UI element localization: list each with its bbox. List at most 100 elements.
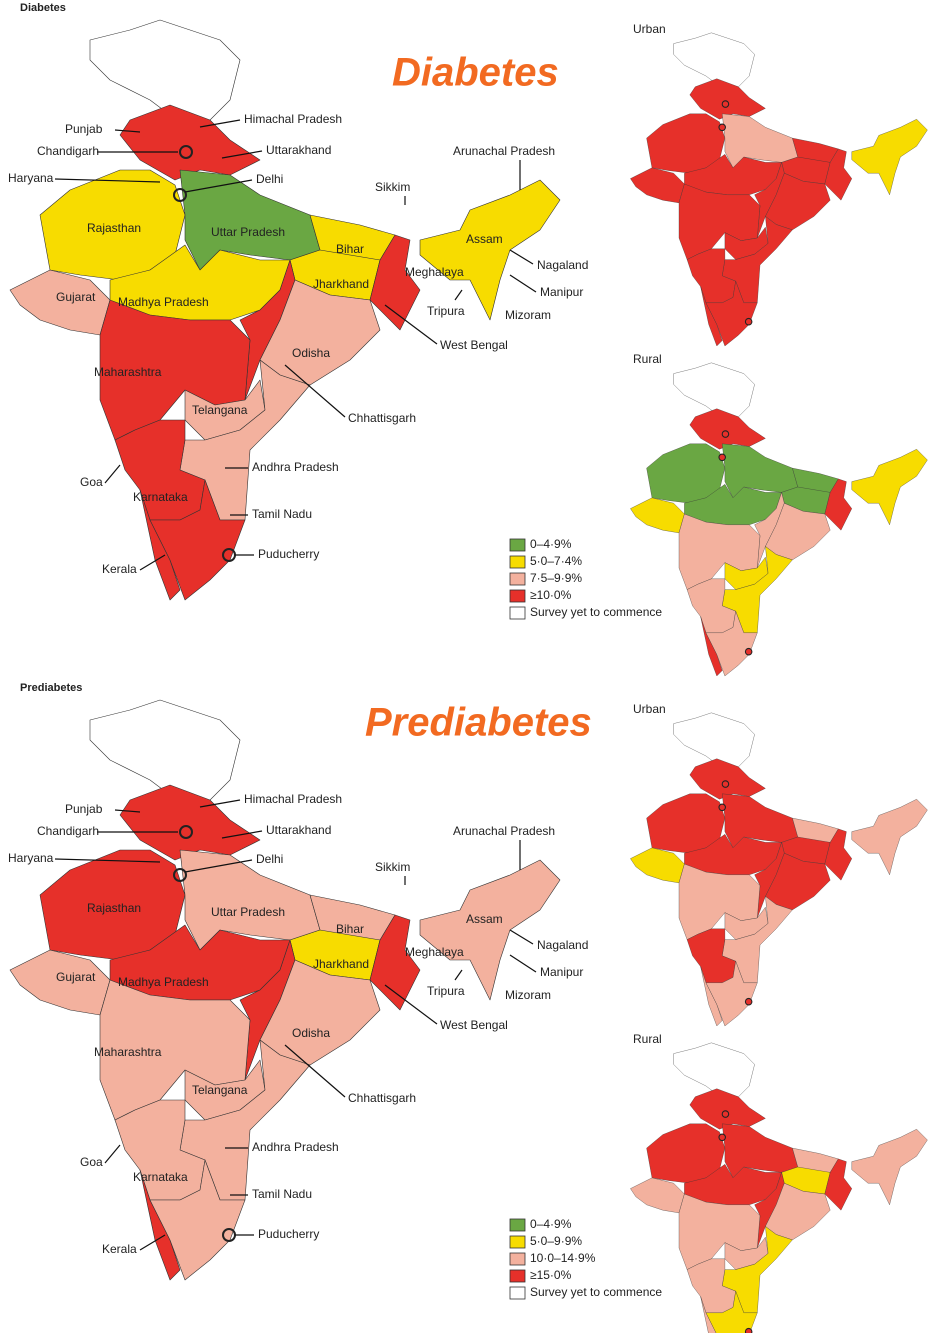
state-region xyxy=(673,712,755,767)
city-marker xyxy=(718,1133,726,1142)
state-label: Manipur xyxy=(540,965,583,979)
state-label: Nagaland xyxy=(537,938,588,952)
state-label: Manipur xyxy=(540,285,583,299)
state-region xyxy=(419,179,561,321)
leader-line xyxy=(509,929,534,945)
state-label: Karnataka xyxy=(133,1170,188,1184)
legend-label: 7·5–9·9% xyxy=(530,571,582,585)
legend-label: 0–4·9% xyxy=(530,1217,572,1231)
legend-swatch xyxy=(509,1269,526,1283)
state-region xyxy=(673,362,755,417)
state-region xyxy=(419,859,561,1001)
state-label: Uttar Pradesh xyxy=(211,225,285,239)
panel: Prediabetes Prediabetes Himachal Pradesh Pu… xyxy=(8,682,928,1333)
state-label: West Bengal xyxy=(440,1018,508,1032)
state-label: Punjab xyxy=(65,122,103,136)
city-marker xyxy=(173,188,187,202)
inset-map xyxy=(630,362,928,677)
state-label: Tripura xyxy=(427,984,465,998)
state-label: Madhya Pradesh xyxy=(118,295,209,309)
state-label: West Bengal xyxy=(440,338,508,352)
state-label: Jharkhand xyxy=(313,277,369,291)
main-map xyxy=(9,19,561,601)
state-region xyxy=(765,503,831,561)
state-region xyxy=(369,914,421,1011)
inset-label: Rural xyxy=(633,1032,662,1046)
state-region xyxy=(705,1291,758,1333)
state-label: Andhra Pradesh xyxy=(252,1140,339,1154)
panel: Diabetes Diabetes Himachal Pradesh Punjab Ch… xyxy=(8,2,928,677)
state-label: Kerala xyxy=(102,562,137,576)
legend-swatch xyxy=(509,1286,526,1300)
state-region xyxy=(673,1042,755,1097)
state-label: Karnataka xyxy=(133,490,188,504)
state-label: Mizoram xyxy=(505,988,551,1002)
legend-swatch xyxy=(509,606,526,620)
legend-swatch xyxy=(509,589,526,603)
state-label: Puducherry xyxy=(258,1227,319,1241)
state-label: Uttarakhand xyxy=(266,823,331,837)
panel-title: Prediabetes xyxy=(365,701,592,745)
state-label: Madhya Pradesh xyxy=(118,975,209,989)
state-region xyxy=(149,479,246,601)
state-label: Assam xyxy=(466,232,503,246)
leader-line xyxy=(199,799,241,808)
inset-label: Urban xyxy=(633,22,666,36)
state-label: Haryana xyxy=(8,171,54,185)
inset-map xyxy=(630,712,928,1027)
state-label: Uttar Pradesh xyxy=(211,905,285,919)
city-marker xyxy=(744,997,753,1006)
leader-line xyxy=(104,1144,121,1164)
state-region xyxy=(673,32,755,87)
state-region xyxy=(119,104,261,181)
state-region xyxy=(89,19,241,121)
state-label: Delhi xyxy=(256,172,283,186)
state-label: Goa xyxy=(80,1155,103,1169)
state-label: Haryana xyxy=(8,851,54,865)
leader-line xyxy=(454,969,463,981)
state-region xyxy=(824,148,852,201)
state-label: Bihar xyxy=(336,242,364,256)
state-label: Gujarat xyxy=(56,970,96,984)
state-label: Odisha xyxy=(292,1026,330,1040)
state-region xyxy=(646,113,726,174)
state-label: Goa xyxy=(80,475,103,489)
leader-line xyxy=(54,858,161,863)
state-label: Telangana xyxy=(192,1083,248,1097)
leader-line xyxy=(384,984,438,1025)
city-marker xyxy=(173,868,187,882)
state-region xyxy=(705,961,758,1027)
city-marker xyxy=(718,123,726,132)
state-region xyxy=(259,279,381,386)
legend-swatch xyxy=(509,1218,526,1232)
city-marker xyxy=(721,100,730,108)
panel-header: Diabetes xyxy=(20,2,66,14)
state-label: Chhattisgarh xyxy=(348,1091,416,1105)
state-region xyxy=(646,793,726,854)
leader-line xyxy=(221,830,263,839)
state-region xyxy=(689,408,766,450)
inset-map xyxy=(630,1042,928,1333)
legend-label: Survey yet to commence xyxy=(530,1285,662,1299)
city-marker xyxy=(718,453,726,462)
state-label: Uttarakhand xyxy=(266,143,331,157)
state-region xyxy=(630,497,685,534)
leader-line xyxy=(54,178,161,183)
legend-swatch xyxy=(509,538,526,552)
state-region xyxy=(369,234,421,331)
state-region xyxy=(259,959,381,1066)
state-label: Arunachal Pradesh xyxy=(453,824,555,838)
state-label: Jharkhand xyxy=(313,957,369,971)
state-region xyxy=(705,611,758,677)
state-label: Rajasthan xyxy=(87,221,141,235)
state-label: Chandigarh xyxy=(37,824,99,838)
state-label: Delhi xyxy=(256,852,283,866)
legend-label: 10·0–14·9% xyxy=(530,1251,596,1265)
leader-line xyxy=(509,249,534,265)
legend-swatch xyxy=(509,1252,526,1266)
state-region xyxy=(722,113,798,168)
state-region xyxy=(689,758,766,800)
state-label: Meghalaya xyxy=(405,265,464,279)
city-marker xyxy=(744,1327,753,1333)
state-label: Himachal Pradesh xyxy=(244,112,342,126)
